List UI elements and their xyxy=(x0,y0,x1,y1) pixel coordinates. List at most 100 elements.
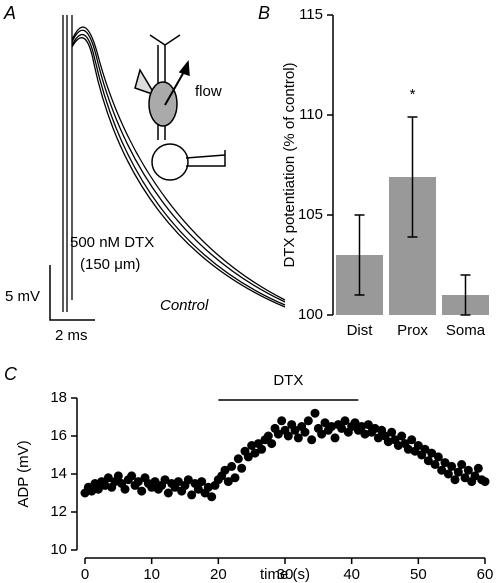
control-label: Control xyxy=(160,297,209,314)
data-point xyxy=(350,418,360,428)
data-point xyxy=(290,425,300,435)
x-tick-label: 20 xyxy=(210,566,227,583)
y-tick-label: 14 xyxy=(50,465,67,482)
x-tick-label: 40 xyxy=(343,566,360,583)
data-point xyxy=(160,475,170,485)
y-tick-label: 12 xyxy=(50,503,67,520)
data-point xyxy=(337,423,347,433)
data-point xyxy=(413,441,423,450)
x-tick-label: 60 xyxy=(477,566,494,583)
neuron-diagram xyxy=(134,34,226,181)
data-point xyxy=(257,444,267,454)
x-tick-label: Dist xyxy=(347,322,374,339)
data-point xyxy=(150,477,160,487)
data-point xyxy=(423,456,433,466)
data-point xyxy=(233,454,243,464)
data-point xyxy=(293,433,303,443)
traces xyxy=(62,15,286,312)
data-point xyxy=(267,439,277,449)
data-point xyxy=(187,490,197,500)
data-point xyxy=(127,471,137,481)
data-point xyxy=(120,484,130,494)
data-point xyxy=(113,471,123,481)
panel-letter: C xyxy=(4,364,18,384)
data-point xyxy=(363,420,373,430)
y-tick-label: 110 xyxy=(299,106,323,123)
data-point xyxy=(197,477,207,487)
panel-letter: A xyxy=(3,3,16,23)
x-axis-label: time (s) xyxy=(260,566,310,583)
data-point xyxy=(420,444,430,454)
y-axis-label: DTX potentiation (% of control) xyxy=(281,62,298,267)
data-point xyxy=(273,429,283,439)
data-point xyxy=(220,465,230,475)
scale-label: 2 ms xyxy=(55,327,88,344)
data-point xyxy=(317,429,327,439)
data-point xyxy=(450,475,460,485)
data-point xyxy=(137,486,147,496)
data-point xyxy=(243,452,253,462)
data-point xyxy=(440,458,450,468)
scale-label: 5 mV xyxy=(5,288,40,305)
x-tick-label: 10 xyxy=(143,566,160,583)
data-point xyxy=(193,484,203,494)
diagram-label: flow xyxy=(195,83,222,100)
y-tick-label: 105 xyxy=(298,206,323,223)
data-point xyxy=(263,431,273,441)
data-point xyxy=(173,477,183,487)
x-tick-label: Prox xyxy=(397,322,428,339)
panel-letter: B xyxy=(258,3,270,23)
data-point xyxy=(443,469,453,479)
data-point xyxy=(303,416,313,426)
treatment-label: DTX xyxy=(273,372,303,389)
data-point xyxy=(470,471,480,481)
data-point xyxy=(227,461,237,471)
data-point xyxy=(430,460,440,469)
data-point xyxy=(473,463,483,473)
x-tick-label: 0 xyxy=(81,566,89,583)
drug-label: 500 nM DTX xyxy=(70,234,154,251)
data-point xyxy=(427,448,437,458)
distance-label: (150 μm) xyxy=(80,256,140,273)
data-point xyxy=(407,435,417,445)
data-point xyxy=(163,488,173,498)
data-point xyxy=(230,473,240,483)
y-axis-label: ADP (mV) xyxy=(15,440,32,507)
data-point xyxy=(283,431,293,441)
y-tick-label: 10 xyxy=(50,541,67,558)
scale-bar xyxy=(49,265,95,321)
data-point xyxy=(320,418,330,428)
data-point xyxy=(223,477,233,487)
data-point xyxy=(463,465,473,475)
data-point xyxy=(330,433,340,443)
y-tick-label: 115 xyxy=(299,6,323,23)
data-point xyxy=(250,448,260,458)
y-tick-label: 100 xyxy=(298,306,323,323)
data-point xyxy=(310,408,320,418)
data-point xyxy=(433,452,443,462)
data-point xyxy=(183,475,193,485)
data-point xyxy=(300,427,310,437)
x-tick-label: Soma xyxy=(446,322,486,339)
annotation: * xyxy=(410,86,416,103)
data-point xyxy=(397,431,407,441)
data-point xyxy=(387,427,397,437)
data-point xyxy=(207,492,217,502)
data-point xyxy=(307,435,317,445)
data-point xyxy=(457,460,467,469)
data-point xyxy=(93,484,103,494)
data-point xyxy=(447,461,457,471)
data-point xyxy=(340,416,350,426)
data-point xyxy=(480,477,490,487)
x-tick-label: 30 xyxy=(277,566,294,583)
x-tick-label: 50 xyxy=(410,566,427,583)
y-tick-label: 18 xyxy=(50,389,67,406)
data-point xyxy=(133,477,143,487)
data-point xyxy=(277,416,287,426)
data-point xyxy=(437,465,447,475)
data-point xyxy=(453,467,463,477)
data-point xyxy=(460,473,470,483)
y-tick-label: 16 xyxy=(50,427,67,444)
